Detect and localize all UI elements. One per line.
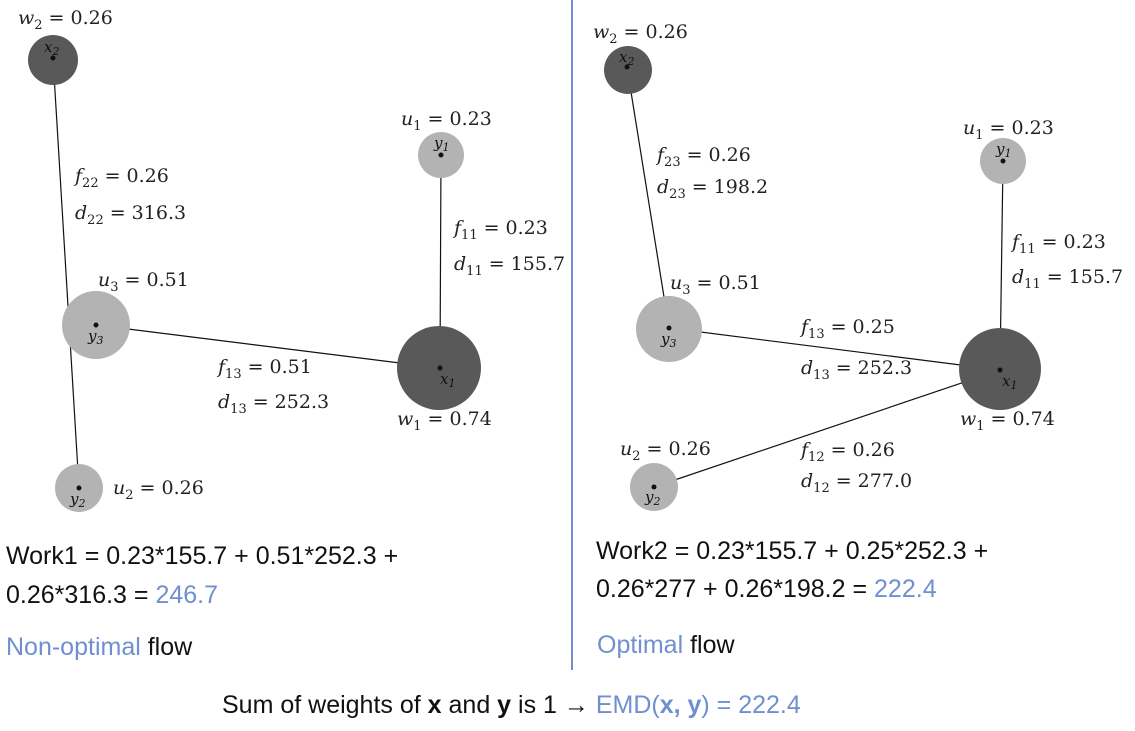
weight-label-x1: w1 = 0.74 — [397, 408, 492, 434]
edge-x1-y3 — [668, 327, 1001, 371]
flow-label-13: f13 = 0.25 — [799, 316, 895, 342]
node-label-y3: y3 — [660, 330, 676, 350]
flow-label-13: f13 = 0.51 — [216, 356, 312, 382]
distance-label-13: d13 = 252.3 — [801, 357, 912, 383]
node-label-x1: x1 — [440, 370, 455, 390]
distance-label-23: d23 = 198.2 — [657, 176, 768, 202]
weight-label-y3: u3 = 0.51 — [98, 269, 189, 295]
node-dot — [666, 325, 672, 331]
work1-line1: Work1 = 0.23*155.7 + 0.51*252.3 + — [6, 542, 398, 570]
edge-x2-y2 — [52, 57, 80, 489]
arrow-icon: → — [564, 691, 589, 719]
node-label-x1: x1 — [1002, 372, 1017, 392]
flow-label-22: f22 = 0.26 — [73, 165, 169, 191]
flow-label-11: f11 = 0.23 — [1010, 231, 1106, 257]
weight-label-y2: u2 = 0.26 — [113, 477, 204, 503]
flow-caption-left: Non-optimal flow — [6, 633, 193, 661]
node-dot — [76, 485, 82, 491]
node-x2 — [604, 46, 652, 94]
node-dot — [1000, 158, 1006, 164]
node-dot — [50, 55, 56, 61]
node-dot — [93, 322, 99, 328]
work1-line2: 0.26*316.3 = 246.7 — [6, 581, 218, 609]
right-panel: x2 y1 y3 x1 y2 w2 = 0.26 u1 = 0.23 u3 = 0.5… — [593, 21, 1123, 659]
weight-label-x2: w2 = 0.26 — [593, 21, 688, 47]
node-label-y1: y1 — [995, 140, 1011, 160]
distance-label-11: d11 = 155.7 — [1012, 266, 1123, 292]
node-dot — [997, 367, 1003, 373]
flow-label-23: f23 = 0.26 — [655, 144, 751, 170]
distance-label-11: d11 = 155.7 — [454, 253, 565, 279]
node-label-y1: y1 — [433, 134, 449, 154]
weight-label-x2: w2 = 0.26 — [18, 7, 113, 33]
node-label-y2: y2 — [644, 488, 660, 508]
edge-x2-y3 — [626, 66, 670, 329]
node-label-x2: x2 — [44, 38, 59, 58]
weight-label-y1: u1 = 0.23 — [401, 108, 492, 134]
footer-summary: Sum of weights of x and y is 1 → EMD(x, … — [222, 691, 801, 719]
distance-label-22: d22 = 316.3 — [75, 202, 186, 228]
edge-x1-y3 — [95, 324, 441, 369]
work2-line1: Work2 = 0.23*155.7 + 0.25*252.3 + — [596, 537, 988, 565]
node-dot — [437, 365, 443, 371]
distance-label-13: d13 = 252.3 — [218, 391, 329, 417]
weight-label-y1: u1 = 0.23 — [963, 117, 1054, 143]
weight-label-y3: u3 = 0.51 — [670, 272, 761, 298]
node-label-y2: y2 — [69, 490, 85, 510]
edge-x1-y2 — [653, 369, 1001, 488]
node-dot — [651, 484, 657, 490]
distance-label-12: d12 = 277.0 — [801, 470, 912, 496]
flow-label-12: f12 = 0.26 — [799, 439, 895, 465]
weight-label-y2: u2 = 0.26 — [620, 438, 711, 464]
node-dot — [624, 64, 630, 70]
work2-line2: 0.26*277 + 0.26*198.2 = 222.4 — [596, 575, 937, 603]
node-dot — [438, 152, 444, 158]
flow-caption-right: Optimal flow — [597, 631, 735, 659]
flow-label-11: f11 = 0.23 — [452, 217, 548, 243]
node-label-x2: x2 — [619, 48, 634, 68]
left-panel: x2 y1 y3 x1 y2 w2 = 0.26 u1 = 0.23 u3 = 0.5… — [6, 7, 565, 661]
node-label-y3: y3 — [87, 327, 103, 347]
weight-label-x1: w1 = 0.74 — [960, 408, 1055, 434]
